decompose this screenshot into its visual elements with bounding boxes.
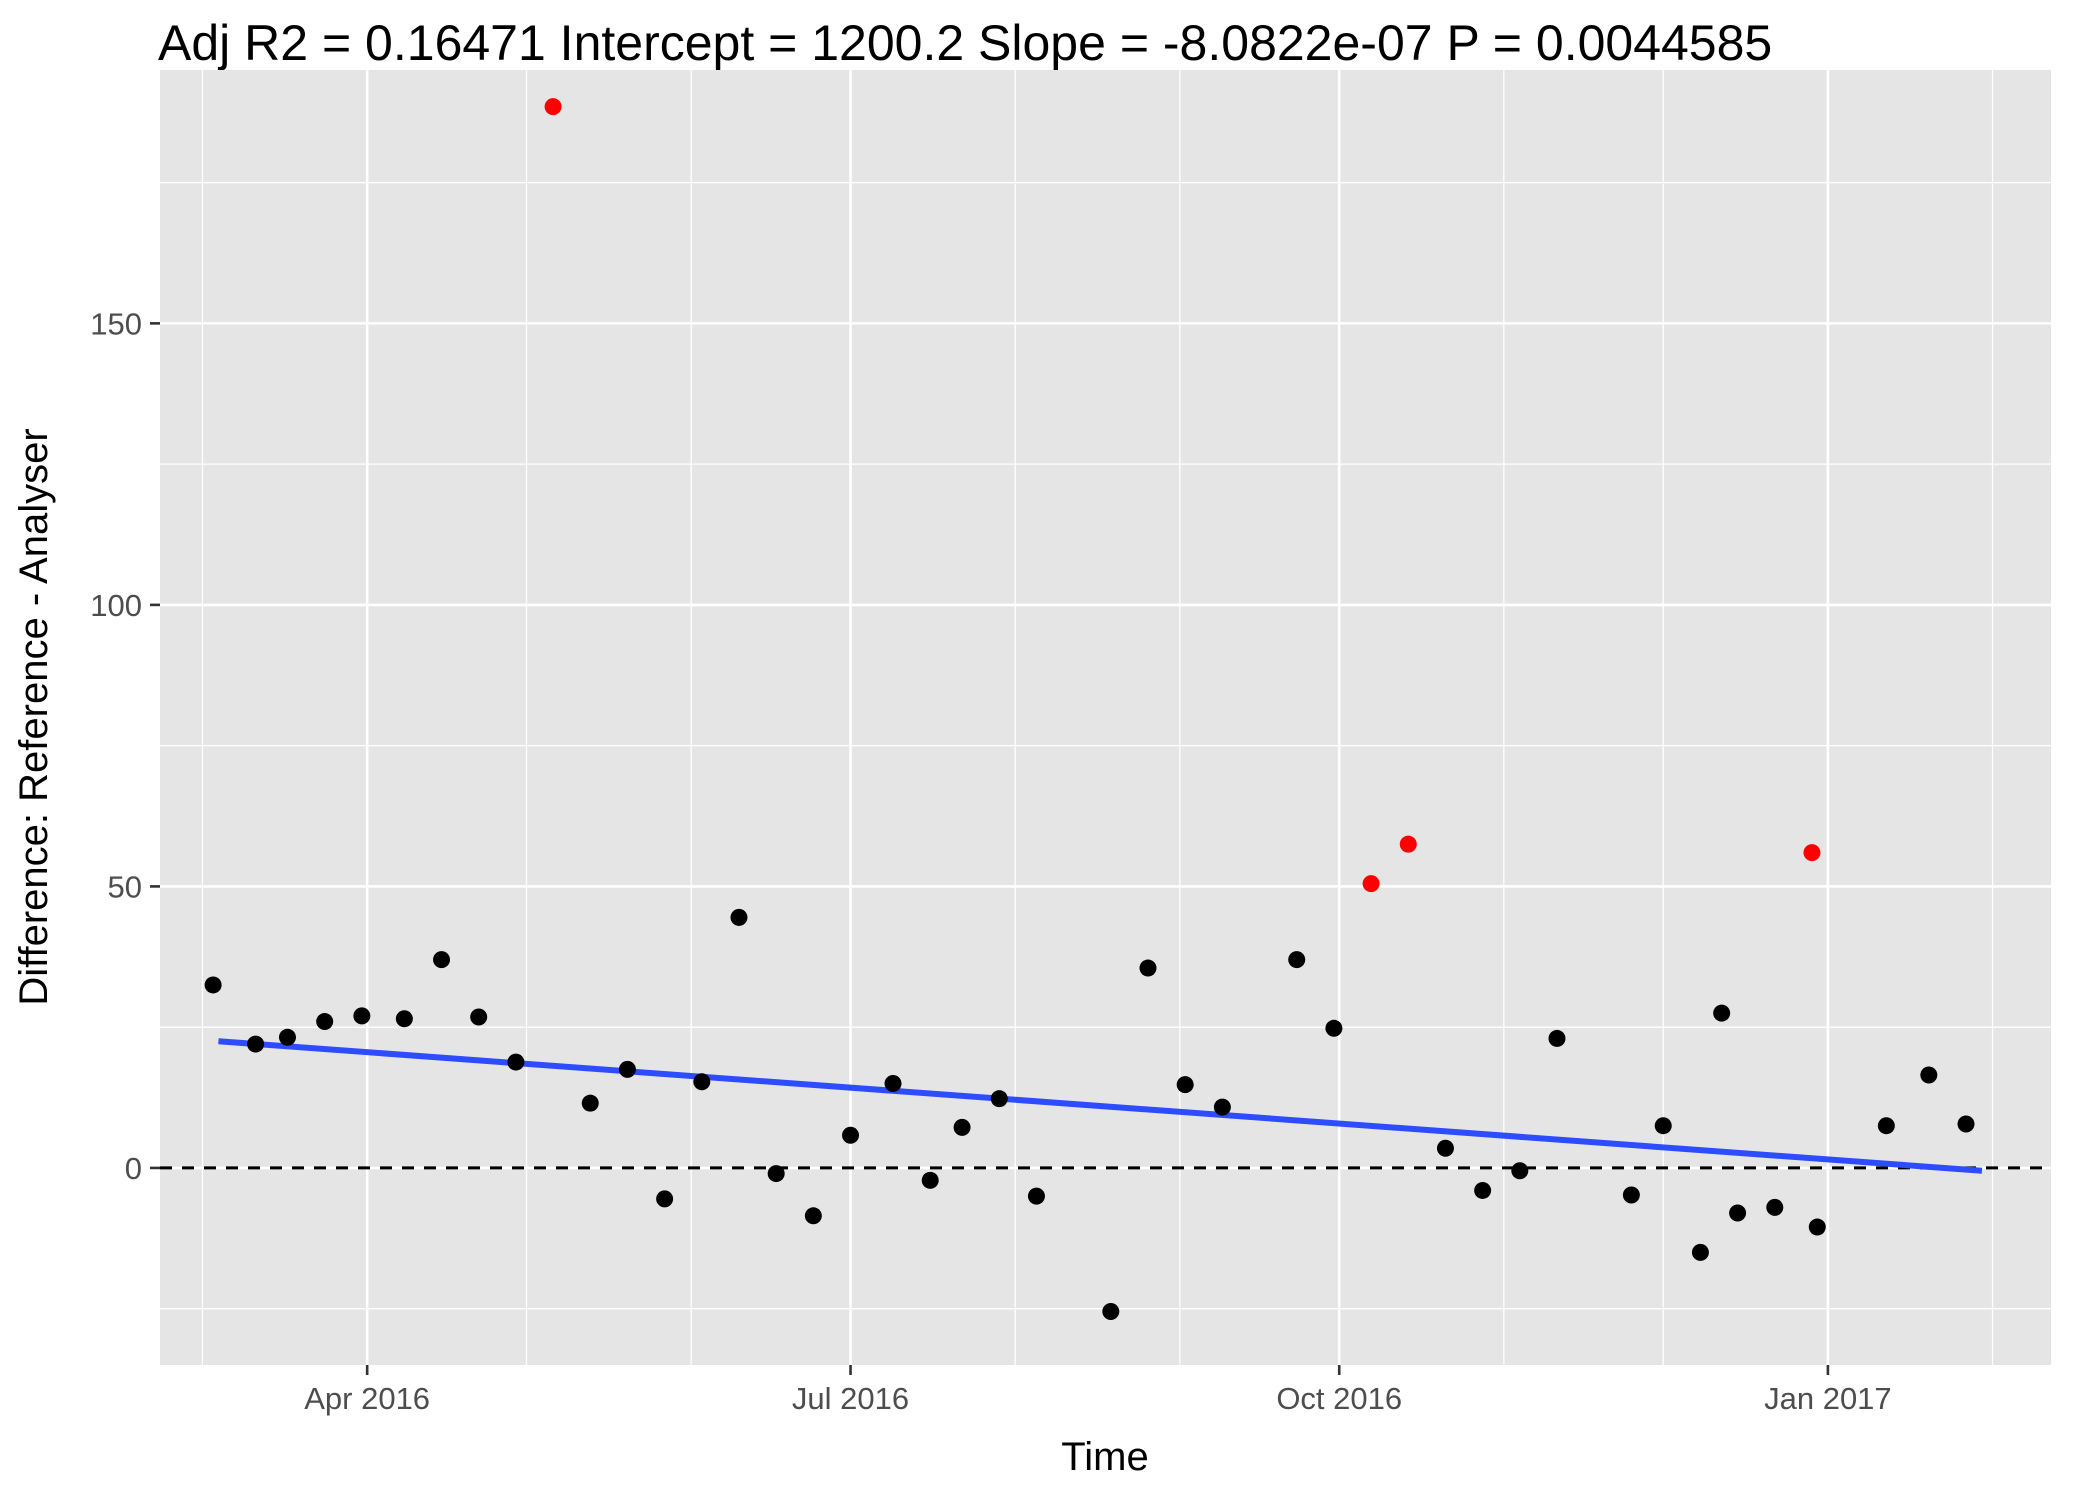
outlier-point (1399, 835, 1417, 853)
data-point (1691, 1243, 1709, 1261)
major-gridlines (160, 70, 2051, 1365)
data-point (395, 1010, 413, 1028)
data-point (1027, 1187, 1045, 1205)
data-point (1729, 1204, 1747, 1222)
data-point (1957, 1115, 1975, 1133)
plot-panel (160, 70, 2051, 1365)
data-point (1176, 1076, 1194, 1094)
x-tick-label: Jan 2017 (1764, 1381, 1892, 1416)
data-point (953, 1118, 971, 1136)
data-point (433, 951, 451, 969)
x-axis-title: Time (1061, 1435, 1148, 1479)
data-point (1139, 959, 1157, 977)
data-point (1102, 1303, 1120, 1321)
y-axis-title: Difference: Reference - Analyser (12, 428, 56, 1005)
data-point (1654, 1117, 1672, 1135)
data-point (1213, 1098, 1231, 1116)
data-point (278, 1028, 296, 1046)
data-point (767, 1165, 785, 1183)
y-tick-label: 100 (90, 588, 142, 623)
data-point (1474, 1181, 1492, 1199)
data-points (204, 98, 1975, 1321)
data-point (353, 1007, 371, 1025)
data-point (1877, 1117, 1895, 1135)
data-point (1548, 1029, 1566, 1047)
data-point (730, 908, 748, 926)
x-tick-label: Apr 2016 (304, 1381, 430, 1416)
data-point (656, 1190, 674, 1208)
data-point (618, 1060, 636, 1078)
x-axis: Apr 2016 Jul 2016 Oct 2016 Jan 2017 (304, 1365, 1892, 1416)
data-point (1622, 1186, 1640, 1204)
chart-title: Adj R2 = 0.16471 Intercept = 1200.2 Slop… (158, 15, 1772, 71)
x-tick-label: Jul 2016 (792, 1381, 909, 1416)
data-point (247, 1035, 265, 1053)
data-point (1920, 1066, 1938, 1084)
data-point (470, 1008, 488, 1026)
data-point (804, 1207, 822, 1225)
data-point (921, 1171, 939, 1189)
data-point (204, 976, 222, 994)
x-tick-label: Oct 2016 (1276, 1381, 1402, 1416)
data-point (1808, 1218, 1826, 1236)
data-point (693, 1073, 711, 1091)
data-point (1288, 951, 1306, 969)
data-point (507, 1053, 525, 1071)
data-point (1511, 1162, 1529, 1180)
y-tick-label: 0 (125, 1151, 142, 1186)
y-tick-label: 50 (108, 869, 142, 904)
outlier-point (544, 98, 562, 116)
data-point (581, 1094, 599, 1112)
data-point (316, 1013, 334, 1031)
y-axis: 0 50 100 150 (90, 306, 160, 1186)
outlier-point (1803, 844, 1821, 862)
data-point (1766, 1198, 1784, 1216)
data-point (842, 1126, 860, 1144)
y-tick-label: 150 (90, 306, 142, 341)
data-point (1325, 1019, 1343, 1037)
data-point (1713, 1004, 1731, 1022)
data-point (1436, 1139, 1454, 1157)
data-point (990, 1090, 1008, 1108)
outlier-point (1362, 875, 1380, 893)
data-point (884, 1074, 902, 1092)
